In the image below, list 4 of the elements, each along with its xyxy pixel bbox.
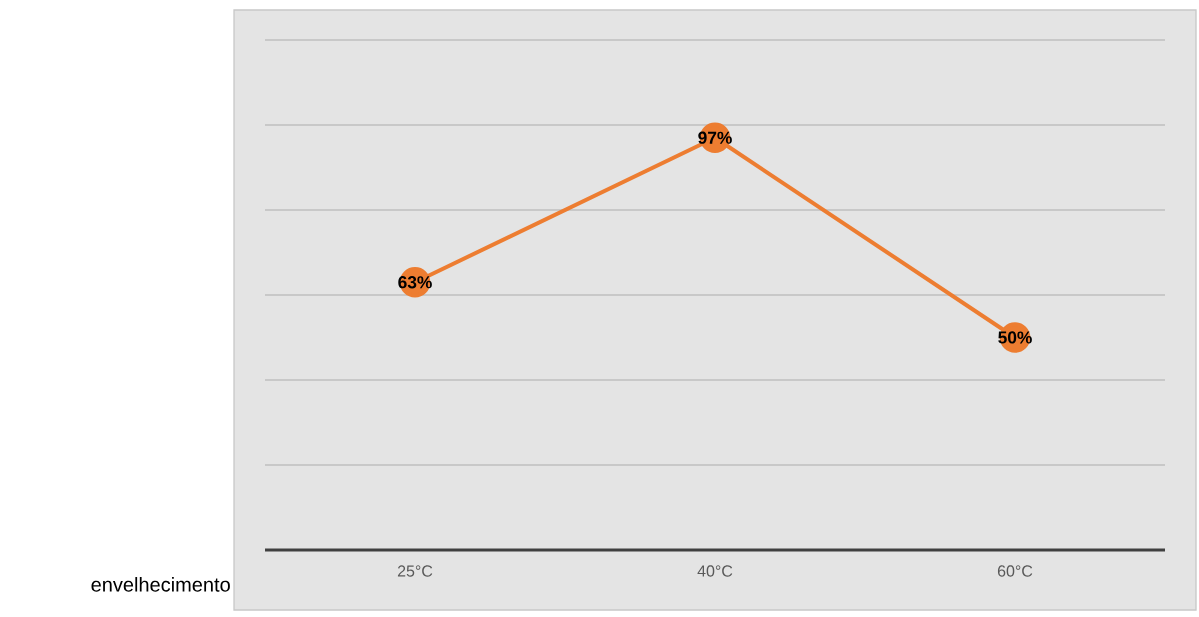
x-tick-label: 40°C — [697, 565, 733, 577]
text: envelhecimento — [91, 577, 230, 592]
x-tick-label: 25°C — [397, 565, 433, 577]
x-tick-label: 60°C — [997, 565, 1033, 577]
